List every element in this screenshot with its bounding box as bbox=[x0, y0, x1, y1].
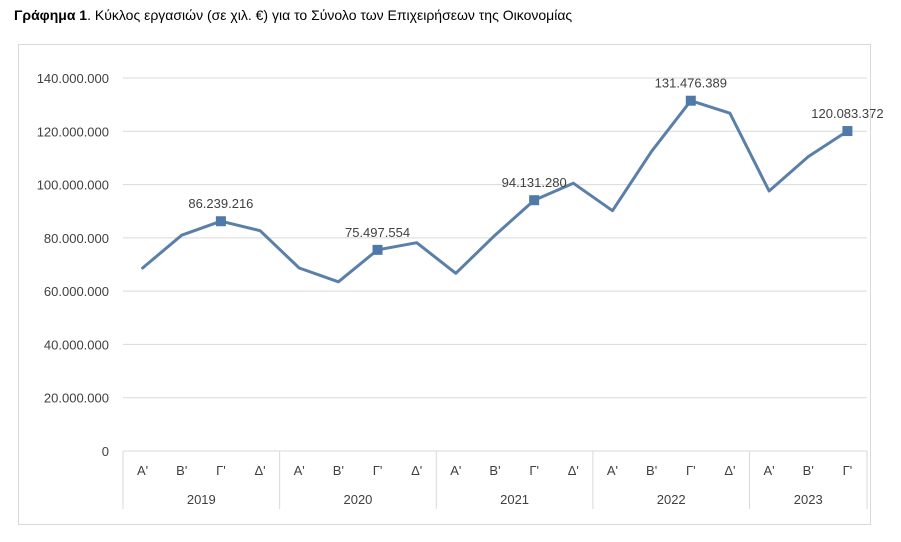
x-tick-label: Β' bbox=[803, 463, 814, 478]
data-marker bbox=[529, 195, 540, 206]
data-label: 75.497.554 bbox=[345, 225, 410, 240]
data-label: 94.131.280 bbox=[502, 175, 567, 190]
y-tick-label: 120.000.000 bbox=[37, 124, 109, 139]
x-tick-label: Γ' bbox=[373, 463, 383, 478]
y-tick-label: 40.000.000 bbox=[44, 337, 109, 352]
x-tick-label: Γ' bbox=[216, 463, 226, 478]
chart-frame bbox=[18, 44, 871, 525]
data-marker bbox=[215, 216, 226, 227]
x-tick-label: Α' bbox=[607, 463, 618, 478]
x-tick-label: Α' bbox=[764, 463, 775, 478]
x-tick-label: Δ' bbox=[568, 463, 579, 478]
x-tick-label: Γ' bbox=[686, 463, 696, 478]
data-label: 131.476.389 bbox=[655, 76, 727, 91]
x-tick-label: Α' bbox=[450, 463, 461, 478]
data-marker bbox=[685, 95, 696, 106]
y-tick-label: 100.000.000 bbox=[37, 178, 109, 193]
chart-title-bold: Γράφημα 1 bbox=[14, 7, 88, 23]
data-label: 86.239.216 bbox=[188, 196, 253, 211]
x-tick-label: Γ' bbox=[843, 463, 853, 478]
data-marker bbox=[372, 244, 383, 255]
y-tick-label: 20.000.000 bbox=[44, 391, 109, 406]
chart-title-text: . Κύκλος εργασιών (σε χιλ. €) για το Σύν… bbox=[87, 7, 573, 23]
y-tick-label: 80.000.000 bbox=[44, 231, 109, 246]
x-tick-label: Δ' bbox=[254, 463, 265, 478]
year-label: 2023 bbox=[794, 492, 823, 507]
data-marker bbox=[842, 126, 853, 137]
x-tick-label: Δ' bbox=[411, 463, 422, 478]
y-tick-label: 0 bbox=[102, 444, 109, 459]
x-tick-label: Δ' bbox=[724, 463, 735, 478]
year-label: 2019 bbox=[187, 492, 216, 507]
x-tick-label: Β' bbox=[333, 463, 344, 478]
year-label: 2021 bbox=[500, 492, 529, 507]
x-tick-label: Β' bbox=[489, 463, 500, 478]
y-tick-label: 60.000.000 bbox=[44, 284, 109, 299]
series-line bbox=[141, 99, 849, 284]
chart-title: Γράφημα 1. Κύκλος εργασιών (σε χιλ. €) γ… bbox=[14, 7, 572, 23]
x-tick-label: Β' bbox=[646, 463, 657, 478]
data-label: 120.083.372 bbox=[811, 106, 883, 121]
x-tick-label: Α' bbox=[294, 463, 305, 478]
x-tick-label: Α' bbox=[137, 463, 148, 478]
x-tick-label: Β' bbox=[176, 463, 187, 478]
x-tick-label: Γ' bbox=[529, 463, 539, 478]
year-label: 2020 bbox=[343, 492, 372, 507]
y-tick-label: 140.000.000 bbox=[37, 71, 109, 86]
year-label: 2022 bbox=[657, 492, 686, 507]
